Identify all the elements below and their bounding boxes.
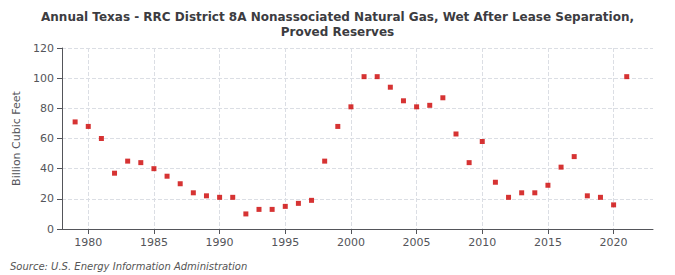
svg-text:40: 40 [40, 162, 54, 175]
svg-text:0: 0 [47, 223, 54, 236]
svg-text:1990: 1990 [206, 236, 234, 249]
svg-text:Source: U.S. Energy Informatio: Source: U.S. Energy Information Administ… [10, 261, 247, 272]
svg-text:Billion Cubic Feet: Billion Cubic Feet [10, 90, 23, 185]
svg-text:2015: 2015 [534, 236, 562, 249]
svg-text:100: 100 [33, 72, 54, 85]
svg-text:2000: 2000 [337, 236, 365, 249]
svg-text:2020: 2020 [600, 236, 628, 249]
svg-text:2010: 2010 [468, 236, 496, 249]
svg-text:1980: 1980 [74, 236, 102, 249]
svg-text:2005: 2005 [403, 236, 431, 249]
svg-text:120: 120 [33, 42, 54, 55]
svg-text:60: 60 [40, 132, 54, 145]
svg-text:Proved Reserves: Proved Reserves [281, 25, 394, 39]
svg-text:20: 20 [40, 192, 54, 205]
svg-text:Annual Texas - RRC District 8A: Annual Texas - RRC District 8A Nonassoci… [41, 10, 634, 24]
svg-text:80: 80 [40, 102, 54, 115]
svg-text:1985: 1985 [140, 236, 168, 249]
svg-text:1995: 1995 [271, 236, 299, 249]
